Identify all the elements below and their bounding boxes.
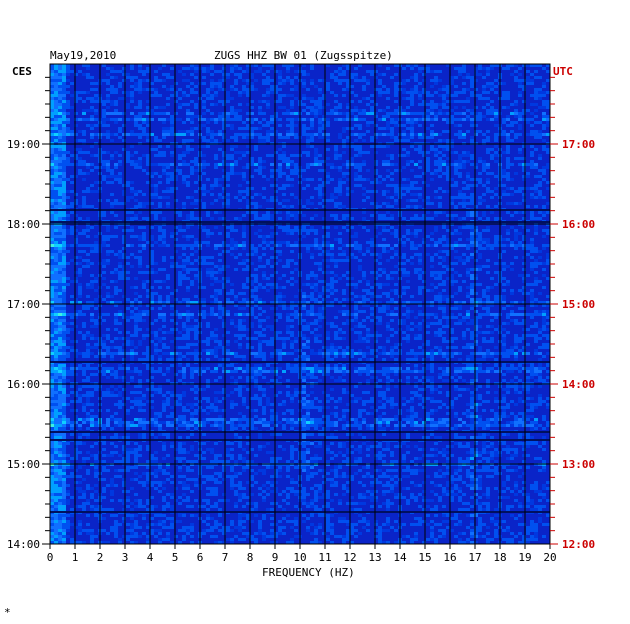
x-tick-label: 2 bbox=[97, 551, 104, 564]
grid-lines bbox=[50, 64, 550, 544]
right-time-label: 12:00 bbox=[562, 538, 595, 551]
x-tick-label: 11 bbox=[318, 551, 331, 564]
x-tick-label: 16 bbox=[443, 551, 456, 564]
right-time-label: 15:00 bbox=[562, 298, 595, 311]
x-tick-label: 10 bbox=[293, 551, 306, 564]
x-tick-label: 17 bbox=[468, 551, 481, 564]
left-time-axis: 19:00 18:00 17:00 16:00 15:00 14:00 bbox=[7, 76, 50, 551]
x-axis-label: FREQUENCY (HZ) bbox=[262, 566, 355, 579]
x-tick-label: 19 bbox=[518, 551, 531, 564]
left-time-label: 18:00 bbox=[7, 218, 40, 231]
right-time-label: 14:00 bbox=[562, 378, 595, 391]
left-time-label: 17:00 bbox=[7, 298, 40, 311]
x-tick-label: 20 bbox=[543, 551, 556, 564]
x-tick-label: 9 bbox=[272, 551, 279, 564]
x-tick-label: 7 bbox=[222, 551, 229, 564]
x-tick-label: 5 bbox=[172, 551, 179, 564]
x-tick-label: 1 bbox=[72, 551, 79, 564]
x-axis-ticks: 0 1 2 3 4 5 6 7 8 9 10 11 12 13 14 15 16 17 18 19 20 bbox=[47, 544, 557, 564]
right-time-label: 16:00 bbox=[562, 218, 595, 231]
right-timezone-label: UTC bbox=[553, 65, 573, 78]
x-tick-label: 8 bbox=[247, 551, 254, 564]
x-tick-label: 0 bbox=[47, 551, 54, 564]
x-tick-label: 14 bbox=[393, 551, 407, 564]
left-time-label: 15:00 bbox=[7, 458, 40, 471]
x-tick-label: 13 bbox=[368, 551, 381, 564]
left-time-label: 16:00 bbox=[7, 378, 40, 391]
right-time-axis: 17:00 16:00 15:00 14:00 13:00 12:00 bbox=[550, 76, 595, 551]
left-timezone-label: CES bbox=[12, 65, 32, 78]
right-time-label: 13:00 bbox=[562, 458, 595, 471]
right-time-label: 17:00 bbox=[562, 138, 595, 151]
x-tick-label: 4 bbox=[147, 551, 154, 564]
x-tick-label: 18 bbox=[493, 551, 506, 564]
left-time-label: 14:00 bbox=[7, 538, 40, 551]
heatmap-cells bbox=[66, 64, 550, 544]
date-label: May19,2010 bbox=[50, 49, 116, 62]
x-tick-label: 12 bbox=[343, 551, 356, 564]
chart-title: ZUGS HHZ BW 01 (Zugsspitze) bbox=[214, 49, 393, 62]
left-time-label: 19:00 bbox=[7, 138, 40, 151]
x-tick-label: 15 bbox=[418, 551, 431, 564]
x-tick-label: 6 bbox=[197, 551, 204, 564]
x-tick-label: 3 bbox=[122, 551, 129, 564]
footer-mark: * bbox=[4, 606, 11, 619]
